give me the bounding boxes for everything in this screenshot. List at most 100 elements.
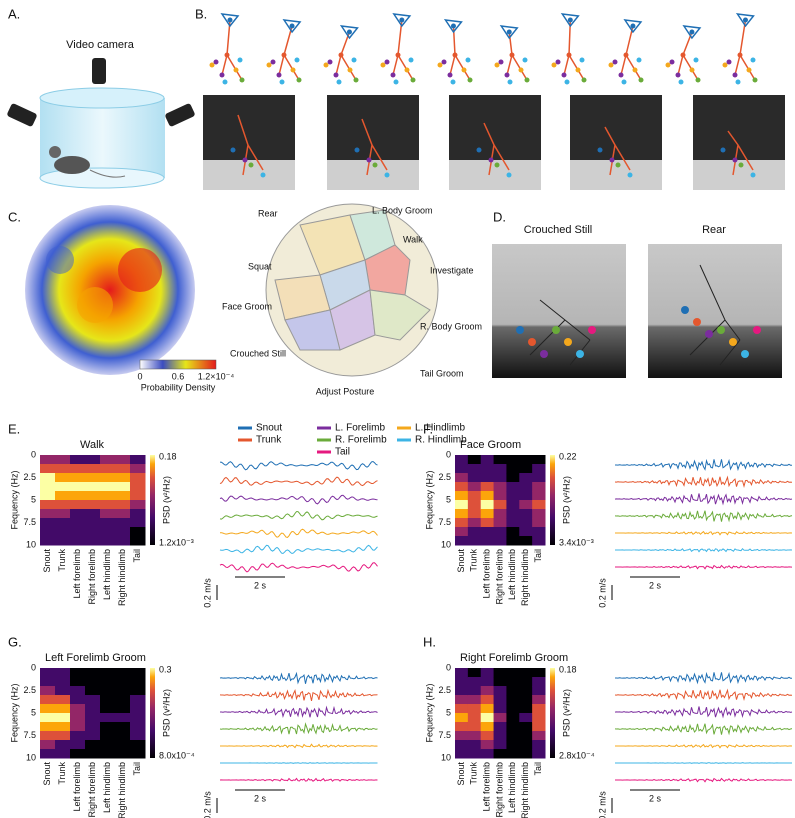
heatmap-cell — [85, 686, 101, 696]
frame-joint — [609, 157, 615, 163]
legend-swatch — [397, 438, 411, 442]
heatmap-cell — [532, 491, 546, 501]
frame-joint — [354, 147, 360, 153]
skeleton-head — [560, 13, 580, 28]
heatmap-cell — [115, 749, 131, 759]
heatmap-cell — [506, 500, 520, 510]
heatmap-cell — [506, 491, 520, 501]
heatmap-cell — [115, 527, 131, 537]
render-joint — [705, 330, 713, 338]
heatmap-cell — [532, 482, 546, 492]
heatmap-cell — [467, 731, 482, 741]
heatmap-cell — [100, 713, 116, 723]
heatmap-cell — [455, 731, 469, 741]
heatmap-cell — [519, 527, 533, 537]
skeleton-joint — [735, 79, 741, 85]
heatmap-cell — [70, 677, 86, 687]
heatmap-cell — [480, 731, 495, 741]
velocity-trace — [220, 762, 378, 764]
heatmap-cell — [115, 704, 131, 714]
heatmap-cell — [40, 677, 56, 687]
colorbar-label: PSD (v²/Hz) — [161, 689, 171, 737]
heatmap-cell — [532, 509, 546, 519]
skeleton-joint — [441, 59, 447, 65]
skeleton-joint — [581, 77, 587, 83]
x-tick-label: Left hindlimb — [102, 762, 112, 813]
heatmap-cell — [467, 704, 482, 714]
heatmap-cell — [70, 740, 86, 750]
heatmap-cell — [519, 518, 533, 528]
skeleton-joint — [351, 57, 357, 63]
y-tick-label: 2.5 — [23, 472, 36, 482]
heatmap-cell — [455, 740, 469, 750]
heatmap-cell — [506, 740, 520, 750]
y-tick-label: 7.5 — [438, 730, 451, 740]
render-joint — [717, 326, 725, 334]
heatmap-cell — [455, 749, 469, 759]
heatmap-cell — [40, 518, 56, 528]
heatmap-cell — [70, 668, 86, 678]
skeleton-joint — [209, 62, 215, 68]
heatmap-cell — [506, 455, 520, 465]
heatmap-cell — [55, 686, 71, 696]
y-tick-label: 7.5 — [438, 517, 451, 527]
legend-swatch — [238, 438, 252, 442]
skeleton-head — [443, 19, 463, 34]
heatmap-cell — [480, 464, 495, 474]
frame-joint — [372, 162, 378, 168]
heatmap-cell — [115, 731, 131, 741]
frame-joint — [732, 157, 738, 163]
heatmap-cell — [480, 500, 495, 510]
heatmap-cell — [115, 677, 131, 687]
frame-joint — [627, 172, 633, 178]
velocity-trace — [615, 762, 792, 764]
time-scale: 2 s — [649, 580, 662, 590]
y-tick-label: 0 — [446, 449, 451, 459]
colorbar — [150, 668, 155, 758]
heatmap-cell — [40, 749, 56, 759]
heatmap-cell — [100, 482, 116, 492]
heatmap-cell — [85, 482, 101, 492]
skeleton-joint — [742, 17, 748, 23]
x-tick-label: Right forelimb — [494, 762, 504, 818]
render-joint — [552, 326, 560, 334]
heatmap-cell — [480, 677, 495, 687]
heatmap-cell — [55, 500, 71, 510]
skeleton-joint — [390, 72, 396, 78]
heatmap-cell — [467, 722, 482, 732]
skeleton-joint — [353, 77, 359, 83]
heatmap-cell — [40, 740, 56, 750]
heatmap-cell — [467, 464, 482, 474]
heatmap-cell — [70, 731, 86, 741]
heatmap-cell — [493, 509, 507, 519]
heatmap-cell — [40, 473, 56, 483]
heatmap-cell — [455, 491, 469, 501]
heatmap-cell — [70, 482, 86, 492]
x-tick-label: Right hindlimb — [117, 762, 127, 818]
frame-joint — [506, 172, 512, 178]
heatmap-cell — [455, 677, 469, 687]
heatmap-cell — [100, 491, 116, 501]
skeleton-joint — [410, 77, 416, 83]
heatmap-cell — [480, 527, 495, 537]
skeleton-head — [682, 25, 702, 40]
heatmap-cell — [519, 482, 533, 492]
panel-title: Left Forelimb Groom — [45, 652, 146, 664]
heatmap-cell — [130, 740, 146, 750]
skeleton-joint — [333, 72, 339, 78]
skeleton-joint — [447, 72, 453, 78]
skeleton-joint — [678, 79, 684, 85]
colorbar-label: PSD (v²/Hz) — [161, 476, 171, 524]
heatmap-cell — [519, 536, 533, 546]
skeleton-joint — [522, 57, 528, 63]
velocity-trace — [614, 706, 793, 719]
y-tick-label: 7.5 — [23, 730, 36, 740]
skeleton-joint — [551, 62, 557, 68]
panel-label: H. — [423, 634, 436, 649]
heatmap-cell — [455, 686, 469, 696]
skeleton-joint — [224, 52, 230, 58]
speed-scale: 0.2 m/s — [202, 791, 212, 818]
heatmap-cell — [467, 668, 482, 678]
x-tick-label: Right hindlimb — [520, 549, 530, 606]
heatmap-cell — [455, 509, 469, 519]
